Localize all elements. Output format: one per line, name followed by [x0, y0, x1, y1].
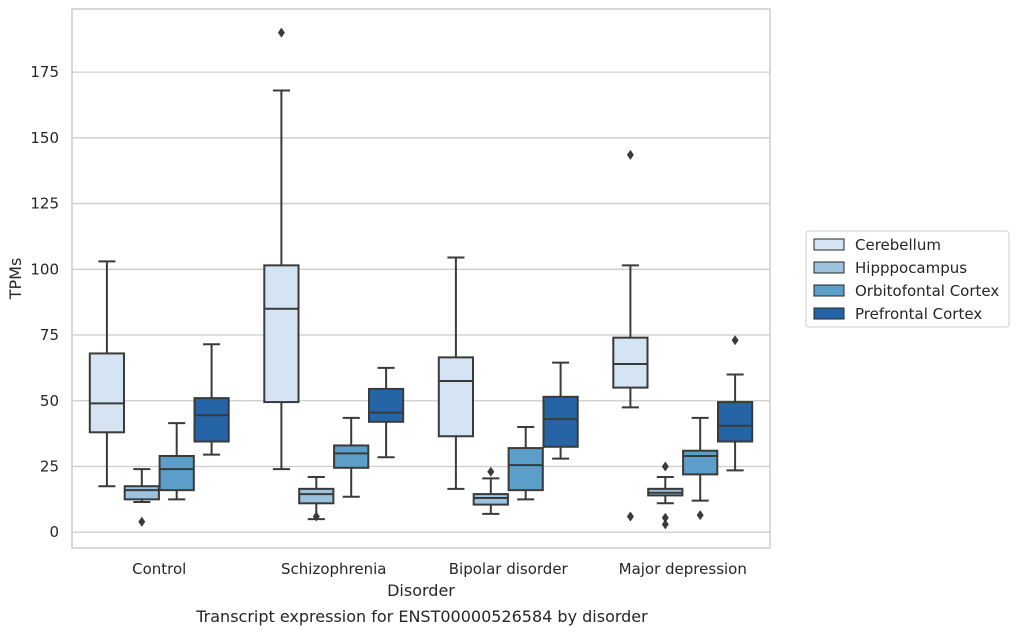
outlier-point — [626, 511, 634, 522]
outlier-point — [661, 512, 669, 523]
x-tick-label: Schizophrenia — [281, 560, 386, 578]
box-group — [158, 422, 195, 501]
x-tick-label: Major depression — [619, 560, 747, 578]
legend-swatch — [813, 261, 845, 274]
box — [367, 387, 405, 423]
plot-area-frame — [71, 8, 771, 549]
box — [158, 454, 195, 492]
x-axis-ticks: Control Schizophrenia Bipolar disorder Majo… — [132, 560, 747, 578]
y-tick-label: 175 — [30, 63, 59, 81]
box — [193, 397, 230, 443]
box — [88, 352, 126, 434]
box-group — [193, 343, 230, 456]
legend-label: Orbitofontal Cortex — [855, 282, 999, 300]
y-tick-label: 100 — [30, 260, 59, 278]
x-axis-label: Disorder — [387, 581, 455, 600]
box — [472, 493, 509, 506]
box-group — [367, 366, 405, 459]
box-group — [647, 461, 684, 530]
x-tick-label: Bipolar disorder — [449, 560, 569, 578]
box — [716, 401, 754, 443]
y-tick-label: 75 — [40, 326, 59, 344]
box — [542, 395, 579, 448]
legend: Cerebellum Hipppocampus Orbitofontal Corte… — [805, 230, 1010, 328]
box-group — [88, 260, 126, 488]
y-axis-ticks: 0 25 50 75 100 125 150 175 — [30, 63, 59, 541]
legend-label: Prefrontal Cortex — [855, 305, 982, 323]
outlier-point — [731, 335, 739, 346]
y-tick-label: 25 — [40, 457, 59, 475]
legend-frame — [805, 230, 1010, 328]
outlier-point — [661, 461, 669, 472]
x-tick-label: Control — [132, 560, 186, 578]
box-group — [472, 466, 509, 515]
box — [507, 447, 544, 492]
box — [263, 264, 300, 404]
box — [437, 356, 475, 438]
legend-label: Hipppocampus — [855, 259, 967, 277]
outlier-point — [696, 510, 704, 521]
legend-swatch — [813, 238, 845, 251]
box — [123, 485, 160, 501]
outlier-point — [312, 511, 320, 522]
outlier-point — [487, 466, 495, 477]
box-group — [263, 27, 300, 471]
outlier-point — [661, 519, 669, 530]
box — [298, 487, 335, 505]
box-group — [298, 476, 335, 522]
legend-swatch — [813, 284, 845, 297]
box-group — [716, 335, 754, 472]
chart-caption: Transcript expression for ENST0000052658… — [195, 607, 648, 626]
box — [333, 444, 370, 469]
outlier-point — [626, 149, 634, 160]
box — [612, 336, 649, 389]
box-group — [542, 361, 579, 460]
box — [682, 449, 719, 476]
legend-swatch — [813, 307, 845, 320]
plot-boxes — [88, 27, 754, 530]
box-group — [333, 416, 370, 498]
box-group — [682, 416, 719, 521]
y-tick-label: 50 — [40, 392, 59, 410]
box-group — [437, 256, 475, 490]
y-tick-label: 150 — [30, 129, 59, 147]
legend-label: Cerebellum — [855, 236, 941, 254]
y-tick-label: 125 — [30, 195, 59, 213]
outlier-point — [138, 516, 146, 527]
y-tick-label: 0 — [49, 523, 59, 541]
box-group — [612, 149, 649, 522]
box-group — [123, 468, 160, 527]
outlier-point — [277, 27, 285, 38]
box-group — [507, 426, 544, 501]
y-axis-label: TPMs — [6, 258, 25, 301]
